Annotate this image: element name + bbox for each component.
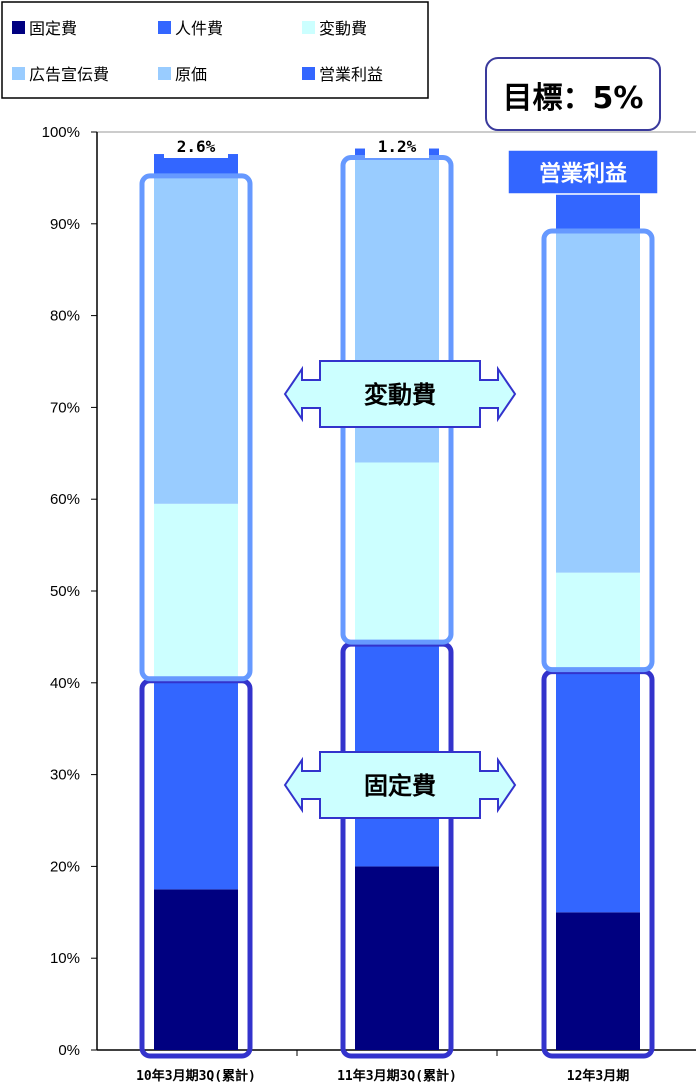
- bar-segment-4-2: [556, 232, 640, 573]
- profit-label: 2.6%: [177, 137, 216, 156]
- bar-segment-0-2: [556, 912, 640, 1050]
- y-tick-label: 80%: [50, 308, 80, 325]
- legend-label: 変動費: [319, 19, 367, 38]
- variable-cost-arrow: 変動費: [283, 360, 517, 428]
- profit-labels: 2.6% 1.2%: [164, 134, 429, 158]
- legend-label: 固定費: [29, 19, 77, 38]
- profit-label: 1.2%: [378, 137, 417, 156]
- profit-callout-text: 営業利益: [539, 161, 627, 187]
- x-tick-label: 10年3月期3Q(累計): [136, 1068, 256, 1084]
- target-box-frame: [485, 57, 661, 131]
- legend-box: [1, 1, 429, 99]
- legend-label: 営業利益: [319, 65, 383, 84]
- bar-segment-1-2: [556, 673, 640, 913]
- y-tick-label: 20%: [50, 858, 80, 875]
- variable-cost-frame: [541, 228, 655, 673]
- legend-label: 原価: [175, 65, 207, 84]
- y-tick-label: 30%: [50, 767, 80, 784]
- y-tick-label: 0%: [58, 1042, 80, 1059]
- bar-segment-2-0: [154, 503, 238, 683]
- x-tick-label: 12年3月期: [567, 1068, 629, 1084]
- legend-swatch: [12, 21, 25, 34]
- bar-segment-2-2: [556, 572, 640, 674]
- target-box: 目標：5%: [485, 57, 661, 131]
- legend-swatch: [302, 21, 315, 34]
- profit-callout: 営業利益: [507, 149, 659, 195]
- legend-swatch: [12, 67, 25, 80]
- bars: [154, 148, 640, 1050]
- profit-label-bg: [365, 134, 429, 158]
- target-text: 目標：5%: [503, 81, 644, 116]
- x-tick-label: 11年3月期3Q(累計): [337, 1068, 457, 1084]
- bar-segment-0-1: [355, 866, 439, 1050]
- y-tick-label: 70%: [50, 399, 80, 416]
- fixed-cost-arrow: 固定費: [283, 751, 517, 819]
- y-tick-label: 50%: [50, 583, 80, 600]
- y-tick-label: 60%: [50, 491, 80, 508]
- legend-swatch: [158, 67, 171, 80]
- y-tick-label: 10%: [50, 950, 80, 967]
- legend-label: 人件費: [175, 19, 223, 38]
- double-arrow-label: 固定費: [364, 772, 436, 800]
- double-arrow-shape: [283, 751, 517, 819]
- x-tick-labels: 10年3月期3Q(累計) 11年3月期3Q(累計) 12年3月期: [136, 1068, 629, 1084]
- y-tick-label: 100%: [42, 124, 80, 141]
- y-tick-label: 90%: [50, 216, 80, 233]
- profit-callout-box: [507, 149, 659, 195]
- legend-label: 広告宣伝費: [29, 65, 109, 84]
- bar-segment-5-0: [154, 154, 238, 178]
- double-arrow-label: 変動費: [364, 381, 436, 409]
- bar-segment-1-0: [154, 682, 238, 890]
- profit-label-bg: [164, 134, 228, 158]
- legend-swatch: [158, 21, 171, 34]
- y-ticks: 0% 10% 20% 30% 40% 50% 60% 70% 80% 90% 100%: [42, 124, 498, 1059]
- y-tick-label: 40%: [50, 675, 80, 692]
- variable-cost-frame: [139, 173, 253, 682]
- bar-segment-0-0: [154, 889, 238, 1050]
- bar-segment-2-1: [355, 462, 439, 647]
- double-arrow-shape: [283, 360, 517, 428]
- legend-swatch: [302, 67, 315, 80]
- bar-segment-4-0: [154, 177, 238, 504]
